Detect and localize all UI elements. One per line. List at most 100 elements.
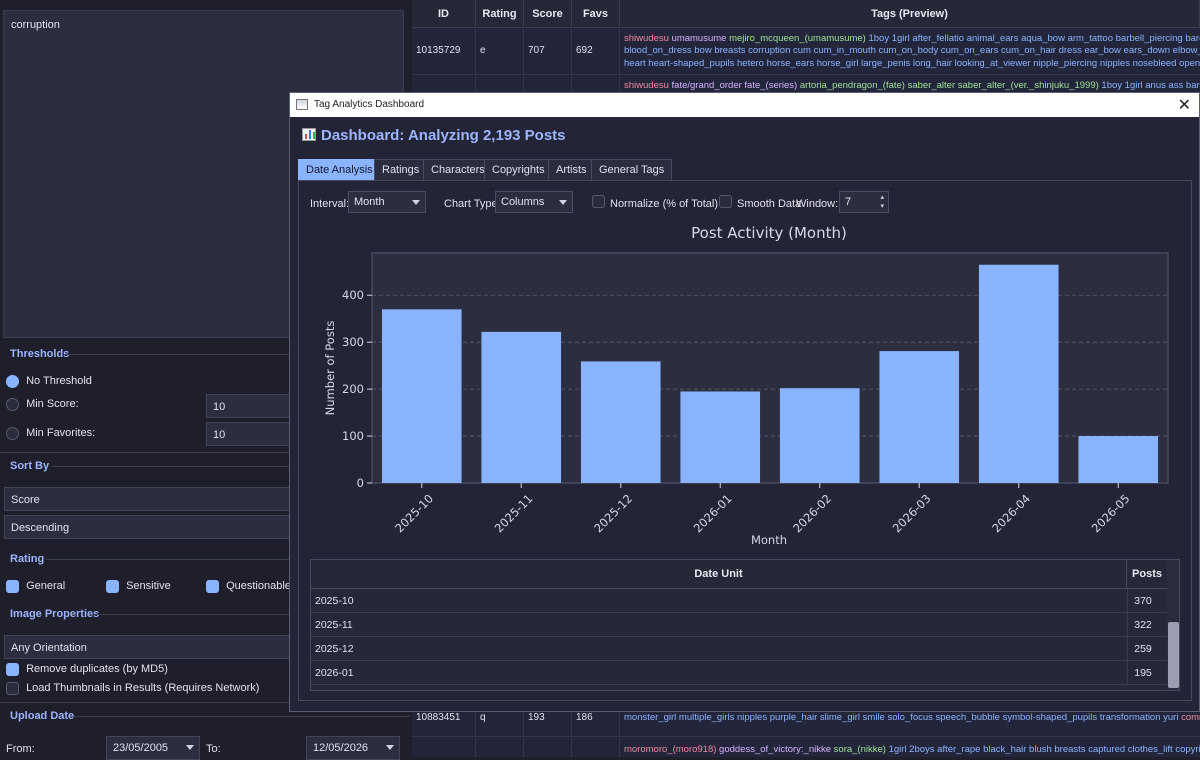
section-divider <box>64 354 410 355</box>
tag-analytics-dialog: Tag Analytics Dashboard ✕ Dashboard: Ana… <box>289 92 1200 712</box>
no-threshold-label: No Threshold <box>26 375 92 388</box>
chevron-down-icon <box>412 200 420 205</box>
row-id-cell <box>412 738 476 757</box>
col-header-favs[interactable]: Favs <box>572 0 620 28</box>
copyright-tag: goddess_of_victory:_nikke <box>719 744 832 755</box>
sort-order-select[interactable]: Descending <box>4 515 304 539</box>
rating-general-label: General <box>26 580 66 593</box>
row-tags-line: moromoro_(moro918) goddess_of_victory:_n… <box>624 742 1200 758</box>
table-row[interactable]: 2025-12 259 <box>311 637 1167 661</box>
row-favs: 186 <box>572 705 620 737</box>
min-favorites-radio[interactable]: Min Favorites: <box>6 427 95 440</box>
min-favorites-input[interactable]: 10 <box>206 422 296 446</box>
y-tick-label: 200 <box>342 382 364 396</box>
chart-type-label: Chart Type: <box>444 198 501 210</box>
min-score-radio[interactable]: Min Score: <box>6 398 79 411</box>
row-favs: 692 <box>572 29 620 75</box>
posts-cell: 322 <box>1134 619 1152 631</box>
row-score-cell <box>524 738 572 757</box>
to-date-picker[interactable]: 12/05/2026 <box>306 736 400 760</box>
smooth-data-checkbox[interactable] <box>719 195 732 208</box>
date-unit-cell: 2025-12 <box>315 643 354 655</box>
date-unit-cell: 2026-01 <box>315 667 354 679</box>
spin-up-icon[interactable]: ▴ <box>880 194 884 201</box>
row-tags-line: shiwudesu fate/grand_order fate_(series)… <box>624 78 1200 94</box>
col-header-id[interactable]: ID <box>412 0 476 28</box>
table-row[interactable]: 2025-10 370 <box>311 589 1167 613</box>
orientation-select[interactable]: Any Orientation <box>4 635 304 659</box>
no-threshold-radio[interactable]: No Threshold <box>6 375 92 388</box>
bar-2026-04 <box>978 264 1059 483</box>
close-icon[interactable]: ✕ <box>1177 97 1191 114</box>
remove-duplicates-label: Remove duplicates (by MD5) <box>26 663 168 676</box>
general-tags: 1girl 2boys after_rape black_hair blush … <box>888 744 1200 755</box>
col-header-date-unit[interactable]: Date Unit <box>311 560 1127 589</box>
x-tick-label: 2025-12 <box>591 491 635 535</box>
col-header-rating[interactable]: Rating <box>476 0 524 28</box>
tab-artists[interactable]: Artists <box>548 159 595 181</box>
col-header-posts[interactable]: Posts <box>1127 560 1167 589</box>
date-unit-cell: 2025-11 <box>315 619 353 631</box>
rating-sensitive-checkbox[interactable]: Sensitive <box>106 580 171 593</box>
tab-copyrights[interactable]: Copyrights <box>484 159 553 181</box>
cell-divider <box>1127 589 1128 613</box>
table-row[interactable]: 2025-11 322 <box>311 613 1167 637</box>
interval-select[interactable]: Month <box>348 191 426 213</box>
cell-divider <box>1127 661 1128 685</box>
chart-type-value: Columns <box>501 196 545 208</box>
rating-sensitive-label: Sensitive <box>126 580 171 593</box>
row-id: 10135729 <box>412 29 476 75</box>
general-tags: 1boy 1girl anus ass barefoot <box>1101 80 1200 91</box>
x-tick-label: 2026-03 <box>890 491 934 535</box>
chart-type-select[interactable]: Columns <box>495 191 573 213</box>
y-axis: 0 100 200 300 400 <box>342 288 372 490</box>
table-row[interactable]: 10135729 e 707 692 shiwudesu umamusume m… <box>412 29 1200 75</box>
scrollbar-thumb[interactable] <box>1168 622 1179 688</box>
section-divider <box>46 559 410 560</box>
bar-2026-05 <box>1078 436 1159 483</box>
rating-questionable-checkbox[interactable]: Questionable <box>206 580 291 593</box>
col-header-tags[interactable]: Tags (Preview) <box>620 0 1200 28</box>
checkbox-checked-icon <box>206 580 219 593</box>
min-favorites-label: Min Favorites: <box>26 427 96 440</box>
bar-2026-01 <box>680 391 761 483</box>
normalize-checkbox[interactable] <box>592 195 605 208</box>
load-thumbnails-checkbox[interactable]: Load Thumbnails in Results (Requires Net… <box>6 682 259 695</box>
load-thumbnails-label: Load Thumbnails in Results (Requires Net… <box>26 682 260 695</box>
dialog-titlebar[interactable]: Tag Analytics Dashboard ✕ <box>290 93 1199 117</box>
tab-characters[interactable]: Characters <box>423 159 493 181</box>
checkbox-checked-icon <box>106 580 119 593</box>
window-spinbox[interactable]: 7 ▴ ▾ <box>839 191 889 213</box>
chevron-down-icon <box>386 745 394 750</box>
bars-group <box>381 264 1159 483</box>
section-divider <box>94 614 410 615</box>
spin-down-icon[interactable]: ▾ <box>880 203 884 210</box>
y-tick-label: 0 <box>357 476 364 490</box>
chevron-down-icon <box>186 745 194 750</box>
dashboard-heading-text: Dashboard: Analyzing 2,193 Posts <box>321 127 566 144</box>
rating-title: Rating <box>10 553 45 565</box>
tab-date-analysis[interactable]: Date Analysis <box>298 159 381 181</box>
row-rating: q <box>476 705 524 737</box>
min-score-label: Min Score: <box>26 398 79 411</box>
table-row[interactable]: moromoro_(moro918) goddess_of_victory:_n… <box>412 738 1200 757</box>
rating-general-checkbox[interactable]: General <box>6 580 65 593</box>
col-header-score[interactable]: Score <box>524 0 572 28</box>
remove-duplicates-checkbox[interactable]: Remove duplicates (by MD5) <box>6 663 168 676</box>
tab-ratings[interactable]: Ratings <box>374 159 428 181</box>
dashboard-heading: Dashboard: Analyzing 2,193 Posts <box>302 127 566 144</box>
upload-date-title: Upload Date <box>10 710 75 722</box>
image-properties-title: Image Properties <box>10 608 100 620</box>
window-value: 7 <box>845 196 852 208</box>
sort-field-select[interactable]: Score <box>4 487 304 511</box>
artist-tag: moromoro_(moro918) <box>624 744 717 755</box>
min-score-input[interactable]: 10 <box>206 394 296 418</box>
tab-general-tags[interactable]: General Tags <box>591 159 673 181</box>
x-tick-label: 2026-01 <box>691 491 735 535</box>
from-date-picker[interactable]: 23/05/2005 <box>106 736 200 760</box>
table-row[interactable]: 10883451 q 193 186 monster_girl multiple… <box>412 705 1200 737</box>
row-rating-cell <box>476 738 524 757</box>
table-row[interactable]: 2026-01 195 <box>311 661 1167 685</box>
x-tick-label: 2026-02 <box>790 491 834 535</box>
y-axis-label: Number of Posts <box>323 321 337 416</box>
